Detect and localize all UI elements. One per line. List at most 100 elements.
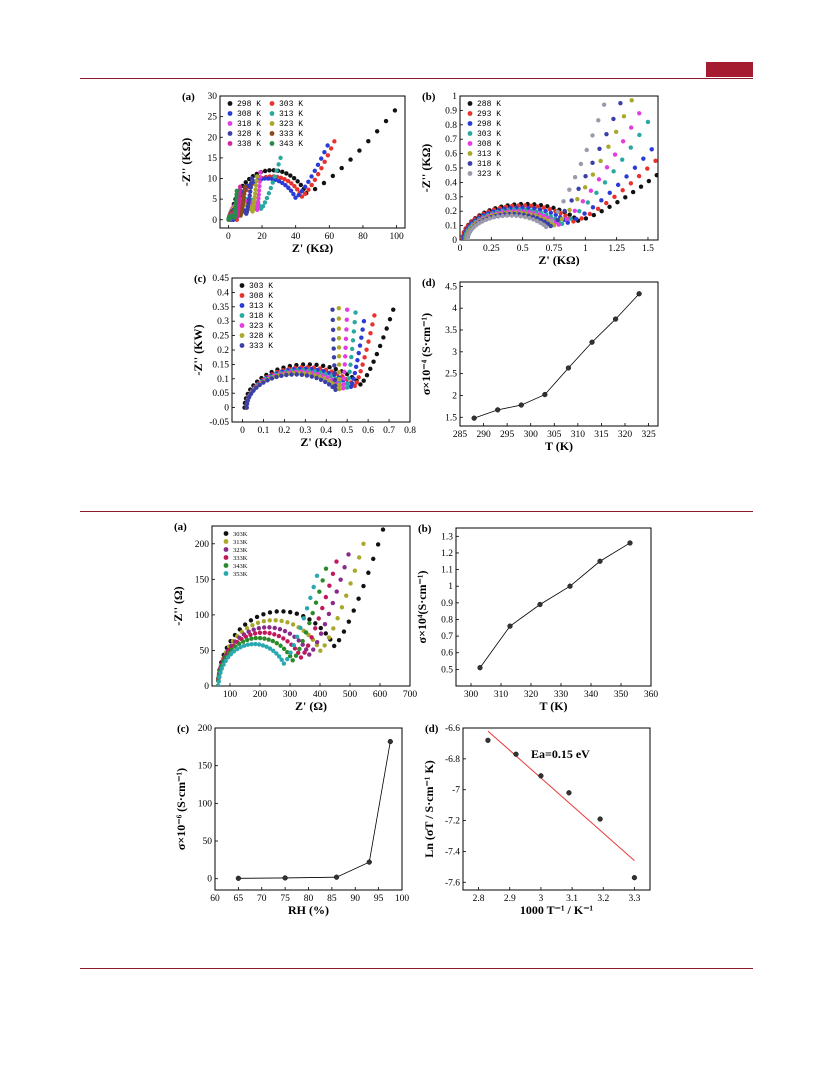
data-point <box>256 196 261 201</box>
data-point <box>218 670 223 675</box>
y-tick-label: -7 <box>452 786 460 796</box>
data-point <box>228 652 234 657</box>
data-point <box>288 173 293 178</box>
figure1-panel-d: 285 290 295 300 305 310 315 320 325 1.5 2 2.5 3 3.5 4 4… <box>419 277 659 453</box>
data-point <box>254 614 260 620</box>
data-point <box>331 346 336 351</box>
legend-marker <box>223 555 229 560</box>
panel-label: (a) <box>174 521 187 533</box>
data-point <box>309 182 314 188</box>
data-point <box>477 665 483 671</box>
data-point <box>240 639 246 644</box>
data-point <box>326 611 332 617</box>
data-point <box>620 188 625 193</box>
x-tick-label: 290 <box>476 430 491 440</box>
data-point <box>344 307 350 312</box>
x-tick-label: 1.25 <box>608 244 625 254</box>
data-point <box>336 336 342 341</box>
data-point <box>336 362 342 367</box>
data-point <box>328 146 334 151</box>
data-point <box>304 606 310 611</box>
data-point <box>631 875 638 881</box>
y-tick-label: 3.5 <box>445 326 457 336</box>
data-point <box>336 637 342 643</box>
legend-marker <box>269 101 275 106</box>
data-point <box>342 565 347 570</box>
data-point <box>604 200 609 206</box>
y-tick-label: 100 <box>195 611 210 621</box>
data-point <box>578 161 584 167</box>
data-point <box>281 646 287 651</box>
data-point <box>278 155 283 161</box>
data-point <box>374 129 380 134</box>
y-tick-label: 50 <box>200 646 210 656</box>
y-tick-label: -7.2 <box>445 817 460 827</box>
data-point <box>311 647 316 652</box>
data-point <box>260 203 266 209</box>
y-tick-label: -7.4 <box>445 847 460 857</box>
data-point <box>274 374 279 380</box>
data-point <box>567 583 573 589</box>
data-point <box>628 145 633 150</box>
legend-label: 323 K <box>249 322 273 331</box>
x-tick-label: 600 <box>373 690 388 700</box>
data-point <box>322 643 327 648</box>
data-point <box>354 380 359 385</box>
data-point <box>562 208 567 214</box>
data-point <box>248 632 253 637</box>
x-tick-label: 285 <box>453 430 468 440</box>
data-point <box>541 205 547 210</box>
legend-label: 318 K <box>249 312 273 321</box>
data-point <box>250 622 255 628</box>
y-tick-label: 1 <box>448 582 453 592</box>
data-point <box>270 180 275 185</box>
data-point <box>637 111 642 116</box>
data-point <box>621 114 627 119</box>
header-rule <box>80 78 753 79</box>
data-point <box>336 345 342 350</box>
legend-marker <box>269 131 275 136</box>
data-point <box>308 595 313 601</box>
y-tick-label: 30 <box>208 92 218 102</box>
figure1-panel-b: 0 0.25 0.5 0.75 1 1.25 1.5 0 0.1 0.2 0.3 0.4 0.5 0.6 0… <box>419 91 659 267</box>
data-point <box>309 374 315 379</box>
data-point <box>272 632 277 637</box>
data-point <box>572 175 578 180</box>
data-point <box>242 191 247 197</box>
data-point <box>343 345 348 351</box>
data-point <box>216 679 222 684</box>
y-tick-label: 0.2 <box>445 207 457 217</box>
data-point <box>565 365 572 371</box>
y-tick-label: 1.1 <box>441 566 453 576</box>
y-tick-label: -0.05 <box>209 418 229 428</box>
x-tick-label: 90 <box>351 894 361 904</box>
x-tick-label: 330 <box>554 690 569 700</box>
y-tick-label: 0.8 <box>441 615 453 625</box>
data-point <box>332 363 337 368</box>
y-tick-label: 0 <box>224 404 229 414</box>
data-point <box>628 125 634 130</box>
data-point <box>254 178 259 184</box>
y-axis-label: -Z'' (KW) <box>191 325 205 376</box>
data-point <box>242 188 247 193</box>
data-point <box>583 173 588 179</box>
data-point <box>268 185 274 191</box>
data-point <box>300 638 305 644</box>
data-point <box>333 366 338 372</box>
data-point <box>298 182 304 188</box>
data-point <box>273 618 278 623</box>
y-tick-label: 0.9 <box>445 106 457 116</box>
y-axis-label: σ×10⁻⁴ (S·cm⁻¹) <box>419 313 433 395</box>
data-point <box>356 375 361 380</box>
data-point <box>368 331 373 336</box>
data-point <box>315 171 321 177</box>
legend-marker <box>239 283 245 288</box>
data-point <box>264 195 270 201</box>
data-point <box>346 619 352 624</box>
y-tick-label: 1.5 <box>445 413 457 423</box>
data-point <box>233 198 239 204</box>
y-tick-label: 50 <box>203 837 213 847</box>
data-point <box>336 369 342 375</box>
data-point <box>285 639 290 644</box>
data-point <box>607 190 612 196</box>
